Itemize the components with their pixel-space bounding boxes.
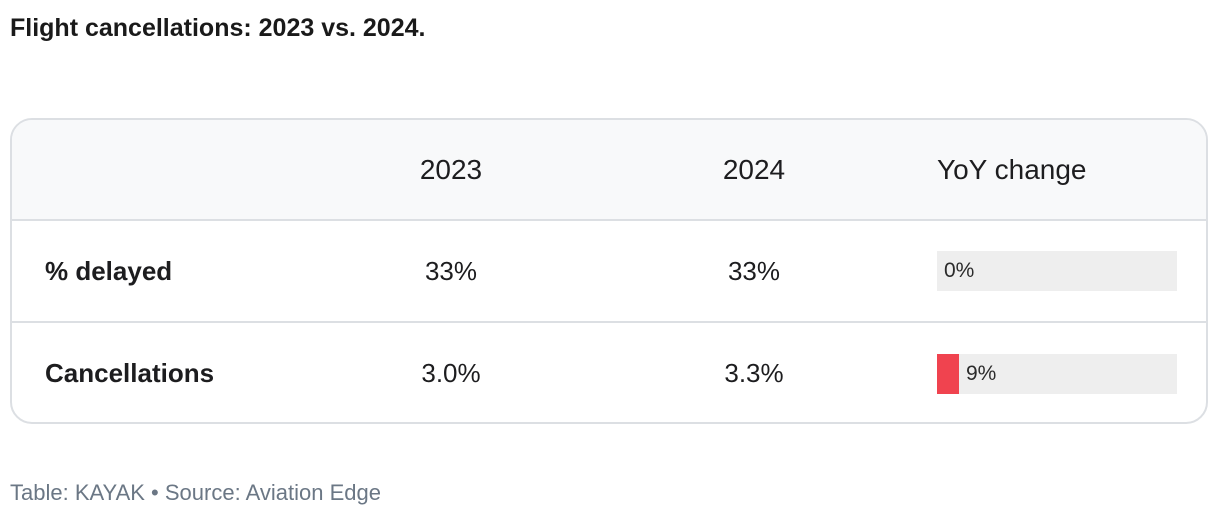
yoy-cell: 9%	[937, 323, 1177, 422]
table-row: Cancellations 3.0% 3.3% 9%	[12, 323, 1206, 422]
header-2023: 2023	[419, 153, 483, 185]
row-label: % delayed	[45, 255, 173, 286]
table-header-row: 2023 2024 YoY change	[12, 120, 1206, 221]
value-2024: 3.3%	[724, 358, 784, 388]
table-row: % delayed 33% 33% 0%	[12, 221, 1206, 323]
source-note: Source: Aviation Edge	[164, 480, 381, 505]
header-2024: 2024	[722, 153, 786, 185]
comparison-table: 2023 2024 YoY change % delayed 33% 33% 0…	[10, 118, 1208, 424]
yoy-cell: 0%	[937, 221, 1177, 321]
yoy-label: 9%	[966, 361, 997, 385]
table-credit: Table: KAYAK	[10, 480, 145, 505]
footer-separator: •	[151, 480, 159, 505]
value-2023: 33%	[424, 255, 478, 286]
value-2023: 3.0%	[421, 358, 481, 388]
yoy-bar-track: 9%	[937, 353, 1177, 394]
table-footer: Table: KAYAK • Source: Aviation Edge	[10, 480, 381, 506]
row-label: Cancellations	[45, 358, 215, 388]
yoy-bar	[937, 353, 959, 394]
header-yoy-change: YoY change	[937, 153, 1087, 185]
value-2024: 33%	[727, 255, 781, 286]
yoy-label: 0%	[944, 259, 975, 282]
yoy-bar-track: 0%	[937, 251, 1177, 291]
chart-title: Flight cancellations: 2023 vs. 2024.	[10, 14, 426, 42]
